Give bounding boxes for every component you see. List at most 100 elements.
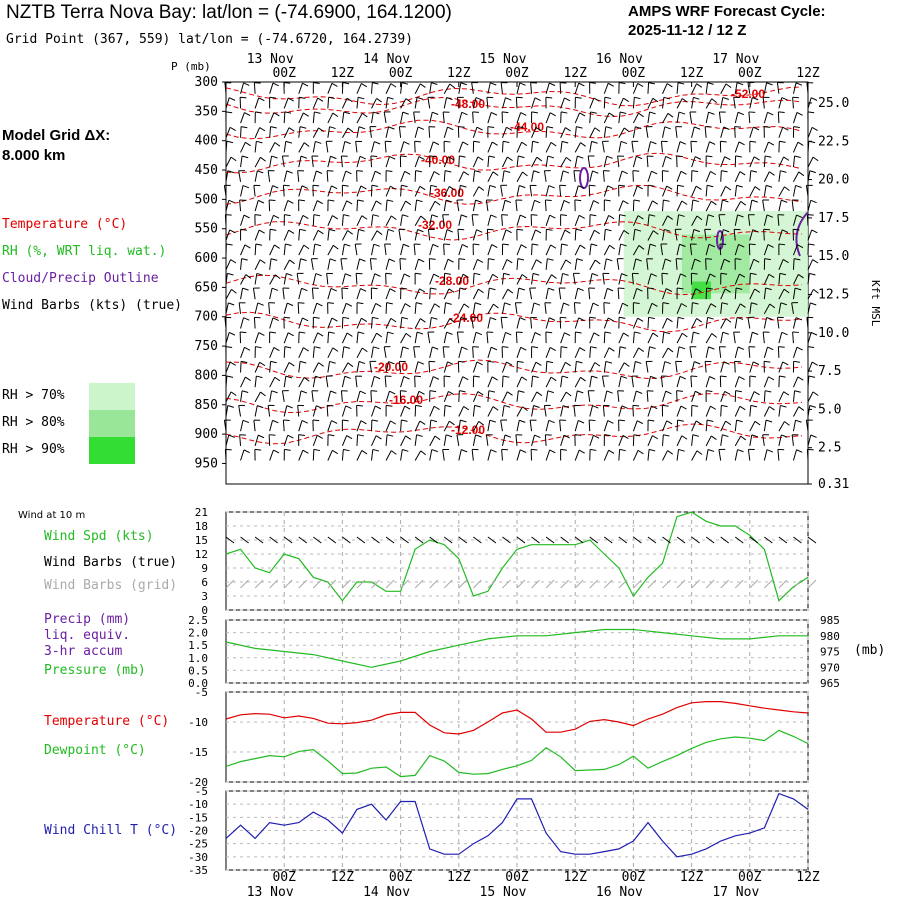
wind-barb [341,332,348,344]
wind-barb [618,419,620,432]
wind-barb-flag [577,155,584,159]
wind-barb-flag [578,449,585,454]
wind-barb [603,126,607,138]
wind-barb [298,331,300,344]
wind-barb-flag [347,362,354,368]
wind-barb-flag [493,303,499,309]
time-label-top: 12Z [563,66,587,81]
wind-barb-flag [458,126,465,128]
wind-barb [501,127,507,138]
wind-barb-flag [735,287,743,290]
wind-barb-flag [680,405,687,410]
wind-barb [676,155,678,168]
wind-barb-flag [230,391,237,396]
wind-barb [355,273,358,285]
wind-barb [238,405,242,417]
temperature-panel-ytick-label: -10 [188,716,208,729]
wind-barb-flag [478,420,485,426]
wind-barb-flag [777,214,785,216]
grid-wind-barb [560,579,570,589]
wind-barb-flag [679,375,687,380]
wind-barb [414,258,419,270]
wind-barb [283,111,286,124]
surface-wind-barb [312,536,322,544]
date-label-top: 17 Nov [712,52,759,67]
wind-barb [356,450,363,461]
wind-barb [298,83,303,94]
grid-wind-barb [807,579,817,589]
wind-barb [501,391,508,403]
wind-barb [225,141,228,153]
wind-barb-flag [433,171,440,176]
wind-barb-flag [268,170,275,172]
wind-barb [443,141,445,153]
wind-barb-flag [634,228,642,232]
wind-barb-flag [286,170,293,174]
cloud-outline [795,211,809,257]
wind-barb-flag [456,434,464,436]
wind-barb [399,258,402,270]
wind-barb [327,288,332,300]
wind-barb-flag [536,391,543,397]
wind-barb [312,273,317,285]
wind-barb-flag [355,375,362,377]
wind-barb [792,347,798,358]
wind-barb [734,273,740,285]
wind-barb-flag [224,82,232,84]
wind-barb [689,243,693,256]
grid-wind-barb [793,579,802,589]
date-label-top: 16 Nov [596,52,643,67]
wind-barb [676,185,679,197]
wind-barb [240,82,244,94]
wind-barb [487,112,492,124]
wind-barb-flag [550,244,557,249]
wind-barb-flag [664,126,671,130]
wind-barb [647,141,652,153]
wind-barb-flag [646,126,653,128]
wind-barb [792,331,794,344]
surface-wind-barb [400,536,409,544]
wind-barb-flag [419,185,426,191]
wind-barb-flag [734,126,741,128]
wind-barb-flag [532,243,539,246]
wind-barb [458,258,460,270]
wind-barb-flag [807,111,815,114]
wind-barb [589,243,592,256]
wind-barb [501,200,506,212]
wind-barb-flag [317,97,324,102]
wind-barb-flag [316,434,323,439]
wind-barb [254,449,256,461]
wind-barb-flag [675,126,682,128]
wind-barb-flag [593,97,600,102]
wind-barb [472,200,477,212]
wind-barb [400,273,405,285]
wind-barb [647,287,649,300]
wind-barbs-group [223,82,819,461]
wind-barb [283,97,289,109]
wind-barb [298,347,304,359]
wind-barb-flag [807,214,814,216]
wind-barb [340,390,343,402]
grid-wind-barb [574,579,584,589]
temperature-contour-label: -28.00 [435,274,469,288]
wind-barb [400,185,402,197]
wind-barb-flag [767,346,774,351]
wind-barb-flag [472,111,479,113]
wind-barb-flag [244,346,251,351]
wind-barb [573,405,576,417]
wind-barb-flag [332,347,339,352]
wind-barb-flag [594,127,601,132]
time-label-bottom: 00Z [389,870,413,885]
wind-barb-flag [346,332,353,337]
wind-barb-flag [360,288,367,292]
wind-barb [327,97,330,109]
wind-barb-flag [636,185,644,190]
wind-barb-flag [710,303,717,308]
wind-barb-flag [259,127,266,132]
wind-barb-flag [604,96,612,99]
wind-barb-flag [607,185,614,190]
wind-barb-flag [767,244,774,248]
height-tick-label: 12.5 [818,288,849,303]
wind-barb-flag [578,317,585,322]
windchill-panel-ytick-label: -25 [188,838,208,851]
